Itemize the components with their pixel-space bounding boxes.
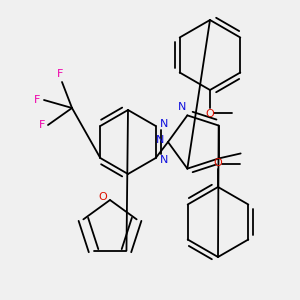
Text: N: N [160,119,168,129]
Text: F: F [57,69,63,79]
Text: N: N [160,155,168,165]
Text: F: F [39,120,45,130]
Text: O: O [99,192,107,202]
Text: O: O [214,158,222,168]
Text: F: F [34,95,40,105]
Text: O: O [206,109,214,119]
Text: N: N [156,135,164,145]
Text: N: N [178,102,187,112]
